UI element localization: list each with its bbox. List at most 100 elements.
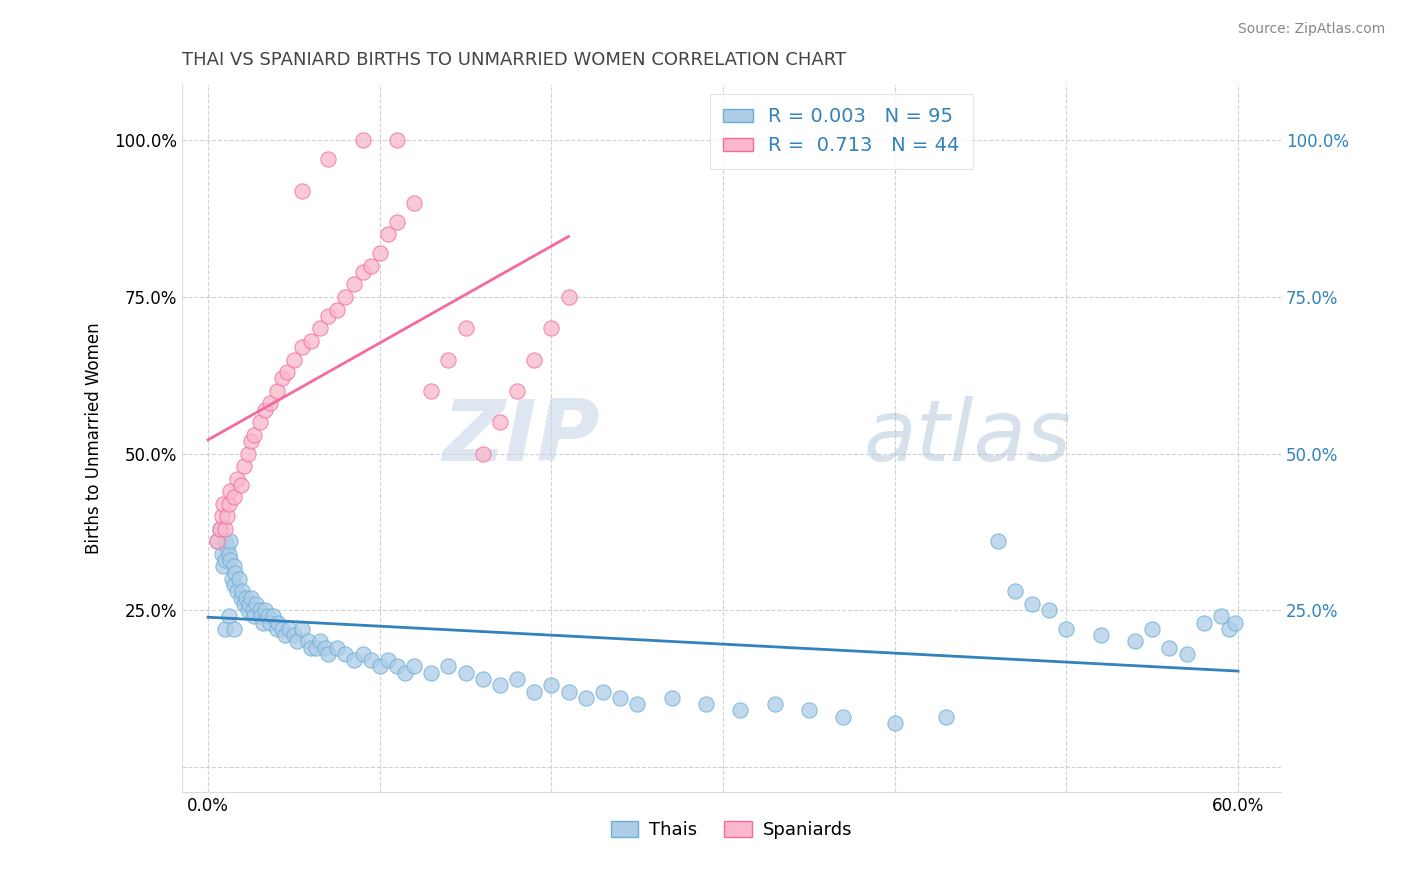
Point	[360, 259, 382, 273]
Point	[1090, 628, 1112, 642]
Point	[239, 591, 262, 605]
Point	[238, 597, 260, 611]
Point	[489, 678, 512, 692]
Point	[218, 497, 240, 511]
Point	[305, 640, 328, 655]
Point	[343, 277, 366, 292]
Point	[235, 591, 257, 605]
Point	[523, 352, 546, 367]
Point	[763, 697, 786, 711]
Point	[832, 709, 855, 723]
Point	[252, 615, 274, 630]
Point	[229, 591, 252, 605]
Point	[352, 133, 374, 147]
Point	[326, 302, 349, 317]
Point	[253, 402, 276, 417]
Point	[222, 559, 245, 574]
Point	[626, 697, 648, 711]
Point	[308, 634, 330, 648]
Point	[471, 446, 494, 460]
Point	[233, 459, 256, 474]
Point	[291, 184, 314, 198]
Point	[377, 227, 399, 242]
Point	[222, 491, 245, 505]
Point	[1054, 622, 1077, 636]
Point	[1175, 647, 1198, 661]
Point	[352, 647, 374, 661]
Point	[420, 384, 443, 398]
Point	[224, 566, 246, 580]
Point	[1004, 584, 1026, 599]
Point	[385, 659, 408, 673]
Point	[883, 715, 905, 730]
Point	[352, 265, 374, 279]
Point	[1223, 615, 1246, 630]
Point	[987, 534, 1010, 549]
Point	[270, 371, 292, 385]
Point	[557, 684, 579, 698]
Point	[394, 665, 416, 680]
Point	[222, 578, 245, 592]
Point	[402, 659, 425, 673]
Point	[314, 640, 336, 655]
Point	[267, 615, 290, 630]
Point	[266, 622, 288, 636]
Point	[221, 572, 243, 586]
Point	[661, 690, 683, 705]
Point	[377, 653, 399, 667]
Point	[212, 559, 235, 574]
Text: Source: ZipAtlas.com: Source: ZipAtlas.com	[1237, 22, 1385, 37]
Point	[343, 653, 366, 667]
Point	[283, 352, 305, 367]
Point	[276, 365, 298, 379]
Point	[437, 352, 460, 367]
Point	[335, 290, 357, 304]
Point	[540, 678, 562, 692]
Point	[368, 659, 391, 673]
Text: atlas: atlas	[863, 396, 1071, 479]
Point	[316, 647, 339, 661]
Point	[259, 396, 281, 410]
Point	[506, 384, 529, 398]
Point	[335, 647, 357, 661]
Point	[242, 603, 264, 617]
Point	[935, 709, 957, 723]
Point	[262, 609, 284, 624]
Point	[236, 603, 259, 617]
Point	[1140, 622, 1163, 636]
Point	[1218, 622, 1240, 636]
Point	[274, 628, 297, 642]
Point	[437, 659, 460, 673]
Point	[695, 697, 717, 711]
Point	[1209, 609, 1232, 624]
Point	[259, 615, 281, 630]
Point	[454, 321, 477, 335]
Point	[454, 665, 477, 680]
Point	[385, 215, 408, 229]
Point	[214, 522, 236, 536]
Text: ZIP: ZIP	[441, 396, 600, 479]
Point	[557, 290, 579, 304]
Point	[360, 653, 382, 667]
Point	[540, 321, 562, 335]
Point	[277, 622, 299, 636]
Point	[249, 603, 271, 617]
Point	[506, 672, 529, 686]
Point	[209, 522, 232, 536]
Point	[368, 246, 391, 260]
Point	[270, 622, 292, 636]
Point	[229, 478, 252, 492]
Point	[211, 509, 233, 524]
Point	[420, 665, 443, 680]
Point	[228, 572, 250, 586]
Point	[283, 628, 305, 642]
Point	[316, 153, 339, 167]
Point	[257, 609, 280, 624]
Point	[215, 541, 238, 555]
Point	[243, 609, 266, 624]
Point	[1159, 640, 1181, 655]
Point	[297, 634, 319, 648]
Point	[575, 690, 598, 705]
Point	[209, 522, 232, 536]
Point	[219, 553, 242, 567]
